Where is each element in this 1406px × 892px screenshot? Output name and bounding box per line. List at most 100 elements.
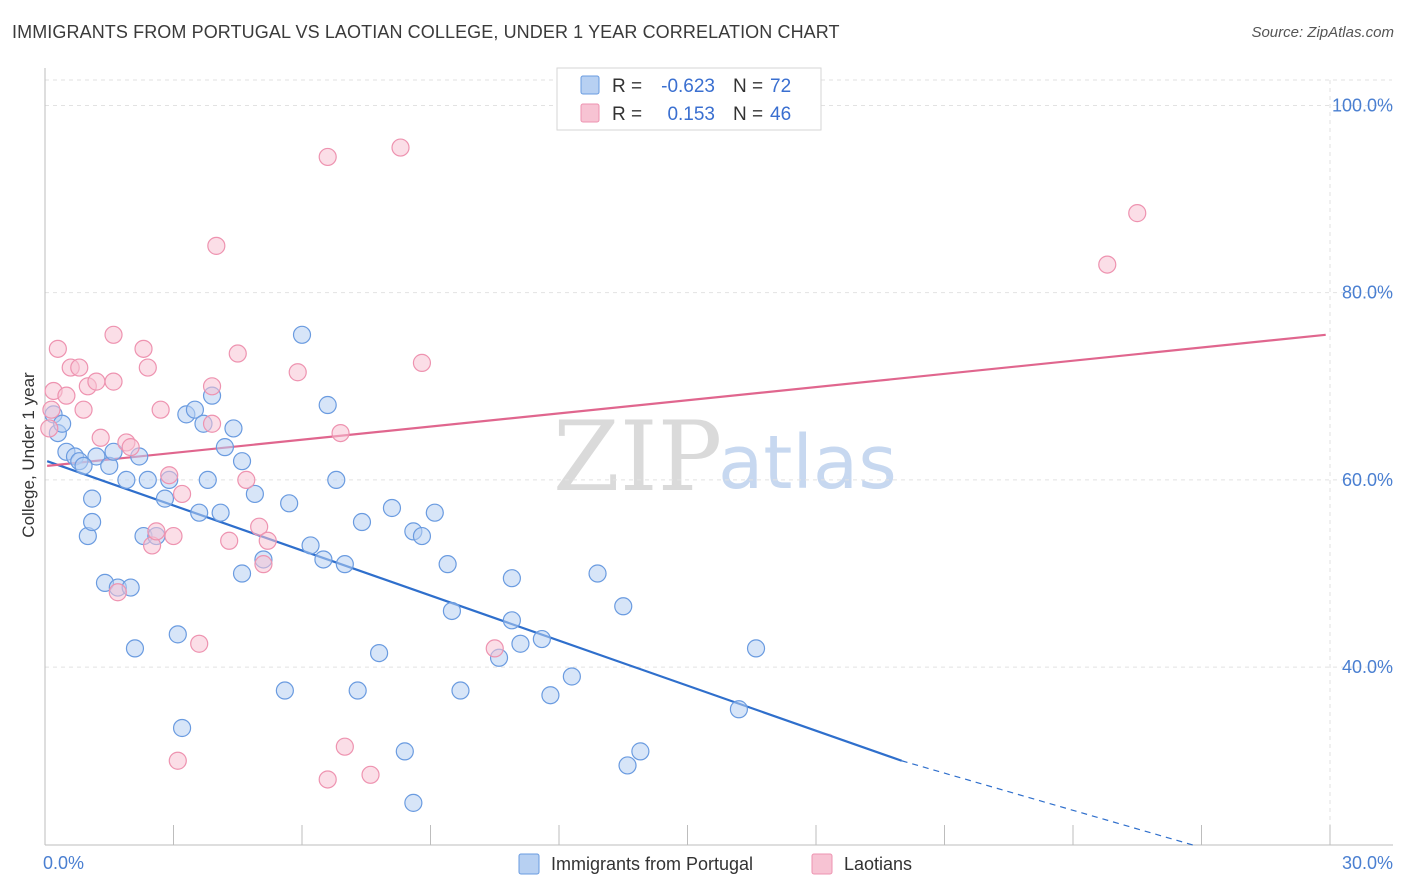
x-tick-label: 30.0%	[1342, 853, 1393, 873]
point-portugal	[168, 625, 187, 644]
trend-line-portugal	[46, 460, 903, 762]
point-laotians	[485, 639, 504, 658]
point-portugal	[370, 643, 389, 663]
point-laotians	[138, 358, 157, 377]
point-laotians	[104, 372, 123, 391]
point-portugal	[502, 611, 521, 630]
point-laotians	[190, 634, 209, 653]
point-portugal	[588, 564, 607, 583]
point-portugal	[412, 526, 432, 546]
point-portugal	[215, 438, 234, 457]
legend-n-value-2: 46	[770, 104, 791, 125]
point-laotians	[40, 419, 59, 438]
y-tick-labels: 100.0% 80.0% 60.0% 40.0%	[1332, 95, 1393, 677]
chart-title: IMMIGRANTS FROM PORTUGAL VS LAOTIAN COLL…	[12, 22, 840, 42]
point-portugal	[425, 503, 444, 522]
point-portugal	[190, 503, 209, 522]
point-portugal	[83, 489, 102, 508]
point-laotians	[202, 414, 222, 433]
point-portugal	[404, 793, 423, 812]
point-portugal	[438, 555, 457, 574]
point-portugal	[631, 742, 650, 761]
legend-box	[556, 67, 822, 131]
point-laotians	[1098, 255, 1117, 274]
point-portugal	[232, 452, 252, 471]
watermark-atlas: atlas	[718, 420, 897, 506]
point-laotians	[258, 531, 277, 550]
legend-r-label-1: R =	[612, 76, 642, 97]
point-laotians	[361, 765, 380, 784]
point-portugal	[185, 400, 205, 419]
point-laotians	[87, 372, 106, 391]
point-laotians	[160, 466, 179, 485]
point-portugal	[125, 639, 145, 658]
trend-line-laotians	[47, 333, 1326, 467]
legend-swatch-portugal	[580, 75, 600, 95]
point-laotians	[237, 470, 256, 490]
point-portugal	[335, 555, 354, 574]
point-portugal	[729, 700, 749, 719]
point-portugal	[382, 498, 402, 518]
bottom-legend-label-laotians: Laotians	[844, 854, 912, 874]
correlation-legend: R = -0.623 N = 72 R = 0.153 N = 46	[556, 67, 822, 131]
point-portugal	[83, 512, 102, 532]
point-portugal	[87, 447, 106, 466]
legend-r-value-1: -0.623	[661, 76, 715, 97]
point-portugal	[301, 536, 320, 555]
point-laotians	[74, 400, 93, 419]
legend-n-label-2: N =	[733, 104, 763, 125]
point-laotians	[1128, 204, 1147, 223]
point-portugal	[275, 681, 294, 700]
legend-n-label-1: N =	[733, 76, 763, 97]
point-laotians	[318, 147, 337, 167]
legend-r-value-2: 0.153	[667, 104, 715, 125]
point-portugal	[292, 325, 312, 344]
point-laotians	[331, 423, 350, 443]
point-laotians	[57, 386, 76, 405]
point-portugal	[232, 564, 252, 583]
point-laotians	[70, 358, 89, 377]
point-laotians	[168, 751, 187, 770]
point-laotians	[288, 363, 307, 382]
point-laotians	[228, 344, 247, 363]
y-axis-label: College, Under 1 year	[19, 372, 38, 538]
point-portugal	[327, 470, 346, 490]
bottom-legend-label-portugal: Immigrants from Portugal	[551, 854, 753, 874]
series-legend: Immigrants from Portugal Laotians	[518, 853, 912, 875]
point-laotians	[412, 353, 432, 372]
point-laotians	[147, 522, 166, 541]
point-portugal	[172, 718, 192, 738]
y-tick-label: 60.0%	[1342, 470, 1393, 490]
legend-n-value-1: 72	[770, 76, 791, 97]
point-portugal	[314, 550, 333, 569]
point-portugal	[224, 419, 243, 438]
y-tick-label: 40.0%	[1342, 657, 1393, 677]
trend-lines	[46, 333, 1326, 846]
y-tick-label: 100.0%	[1332, 95, 1393, 115]
point-laotians	[202, 377, 222, 396]
point-portugal	[746, 639, 766, 658]
point-laotians	[42, 400, 61, 419]
point-portugal	[562, 667, 581, 686]
y-tick-label: 80.0%	[1342, 283, 1393, 303]
point-portugal	[280, 494, 299, 513]
x-tick-label: 0.0%	[43, 853, 84, 873]
legend-r-label-2: R =	[612, 104, 642, 125]
point-laotians	[108, 583, 127, 602]
point-laotians	[104, 325, 123, 344]
point-portugal	[451, 681, 470, 700]
point-laotians	[91, 428, 110, 447]
bottom-legend-swatch-laotians	[811, 853, 833, 875]
point-laotians	[134, 339, 153, 358]
point-portugal	[352, 512, 372, 532]
point-portugal	[245, 484, 264, 504]
point-laotians	[391, 138, 410, 157]
bottom-legend-swatch-portugal	[518, 853, 540, 875]
point-laotians	[318, 770, 337, 789]
point-portugal	[442, 601, 462, 621]
point-portugal	[502, 569, 521, 588]
point-portugal	[541, 686, 560, 705]
point-portugal	[104, 442, 123, 461]
source-label: Source: ZipAtlas.com	[1251, 24, 1394, 41]
